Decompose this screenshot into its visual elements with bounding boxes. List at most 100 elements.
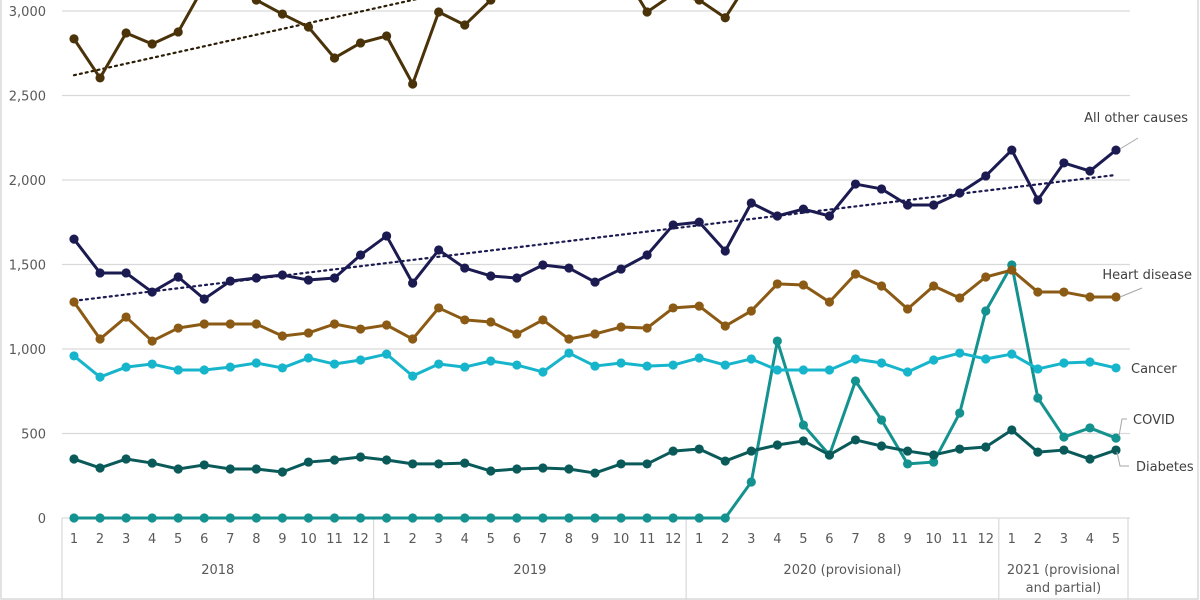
series-cancer xyxy=(69,348,1121,382)
gridlines xyxy=(62,10,1130,435)
data-point xyxy=(772,440,782,450)
data-point xyxy=(329,273,340,283)
data-point xyxy=(720,456,730,466)
data-point xyxy=(616,322,626,332)
data-point xyxy=(225,464,235,474)
data-point xyxy=(929,457,939,467)
data-point xyxy=(538,513,548,523)
data-point xyxy=(850,269,861,279)
data-point xyxy=(277,331,287,341)
x-tick-label: 1 xyxy=(382,532,390,547)
data-point xyxy=(694,217,704,227)
data-point xyxy=(251,513,261,523)
series-label: COVID xyxy=(1133,413,1175,428)
data-point xyxy=(434,303,444,313)
data-point xyxy=(225,319,235,329)
data-point xyxy=(329,455,340,465)
x-tick-label: 11 xyxy=(951,532,968,547)
data-point xyxy=(434,459,444,469)
x-tick-label: 7 xyxy=(226,532,234,547)
x-tick-label: 4 xyxy=(1086,532,1094,547)
data-point xyxy=(1085,292,1095,302)
x-tick-label: 3 xyxy=(1060,532,1068,547)
data-point xyxy=(303,353,314,363)
data-point xyxy=(616,513,626,523)
data-point xyxy=(538,315,548,325)
x-tick-label: 4 xyxy=(773,532,781,547)
data-point xyxy=(173,365,183,375)
data-point xyxy=(981,272,991,282)
data-point xyxy=(95,268,105,278)
x-tick-label: 3 xyxy=(122,532,130,547)
x-tick-label: 12 xyxy=(665,532,682,547)
data-point xyxy=(981,442,991,452)
data-point xyxy=(408,278,418,288)
data-point xyxy=(147,336,157,346)
x-group-label: 2019 xyxy=(513,563,546,578)
data-point xyxy=(798,204,809,214)
data-point xyxy=(408,334,418,344)
data-point xyxy=(929,281,939,291)
data-point xyxy=(876,441,887,451)
x-tick-label: 6 xyxy=(513,532,521,547)
data-point xyxy=(955,408,965,418)
data-point xyxy=(1033,287,1043,297)
x-tick-label: 2 xyxy=(1034,532,1042,547)
data-point xyxy=(69,297,79,307)
data-point xyxy=(1085,423,1095,433)
data-point xyxy=(616,264,626,274)
data-point xyxy=(355,38,366,48)
data-point xyxy=(147,39,157,49)
data-point xyxy=(590,277,600,287)
data-point xyxy=(668,513,678,523)
data-point xyxy=(251,464,261,474)
series-line xyxy=(72,0,739,86)
data-point xyxy=(903,304,913,314)
data-point xyxy=(277,363,287,373)
data-point xyxy=(460,20,470,30)
data-point xyxy=(434,7,444,17)
data-point xyxy=(798,436,809,446)
data-point xyxy=(720,13,730,23)
data-point xyxy=(95,463,105,473)
data-point xyxy=(850,376,861,386)
data-point xyxy=(798,280,809,290)
data-point xyxy=(199,460,209,470)
data-point xyxy=(955,293,965,303)
data-point xyxy=(876,281,887,291)
leader-line xyxy=(1119,137,1139,150)
series-heart-disease xyxy=(69,265,1121,346)
x-tick-label: 4 xyxy=(148,532,156,547)
leader-line xyxy=(1116,451,1129,467)
y-tick-label: 0 xyxy=(38,512,46,527)
data-point xyxy=(512,360,522,370)
series-line xyxy=(74,263,1117,520)
data-point xyxy=(408,459,418,469)
x-tick-label: 11 xyxy=(639,532,656,547)
series-label: Diabetes xyxy=(1136,460,1194,475)
data-point xyxy=(668,303,678,313)
data-point xyxy=(876,184,887,194)
x-tick-label: 3 xyxy=(747,532,755,547)
data-point xyxy=(590,329,600,339)
data-point xyxy=(642,459,652,469)
data-point xyxy=(69,513,79,523)
data-point xyxy=(772,211,782,221)
data-point xyxy=(720,513,730,523)
data-point xyxy=(538,463,548,473)
data-point xyxy=(929,355,939,365)
x-tick-label: 3 xyxy=(435,532,443,547)
data-point xyxy=(1085,454,1095,464)
data-point xyxy=(512,329,522,339)
data-point xyxy=(564,513,574,523)
data-point xyxy=(486,466,496,476)
data-point xyxy=(929,450,939,460)
data-point xyxy=(199,365,209,375)
data-point xyxy=(382,320,392,330)
y-tick-label: 500 xyxy=(21,428,46,443)
data-point xyxy=(1059,158,1069,168)
data-point xyxy=(694,353,704,363)
data-point xyxy=(225,513,235,523)
data-point xyxy=(225,362,235,372)
x-tick-label: 12 xyxy=(977,532,994,547)
